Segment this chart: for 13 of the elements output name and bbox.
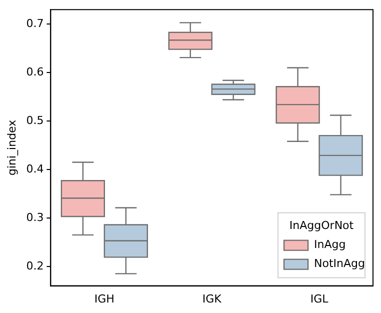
y-tick-label: 0.4: [26, 162, 44, 176]
legend-title: InAggOrNot: [289, 219, 354, 232]
y-tick-label: 0.5: [26, 114, 44, 127]
legend-label: NotInAgg: [314, 257, 366, 270]
y-tick-label: 0.2: [26, 259, 44, 272]
x-tick-label: IGL: [310, 292, 330, 306]
y-tick-label: 0.7: [26, 16, 44, 30]
y-tick-label: 0.3: [26, 210, 44, 224]
legend-label: InAgg: [314, 238, 346, 252]
y-tick-label: 0.6: [26, 65, 44, 78]
y-axis-title: gini_index: [5, 119, 18, 176]
x-tick-label: IGH: [94, 292, 114, 306]
x-tick-label: IGK: [202, 292, 222, 306]
